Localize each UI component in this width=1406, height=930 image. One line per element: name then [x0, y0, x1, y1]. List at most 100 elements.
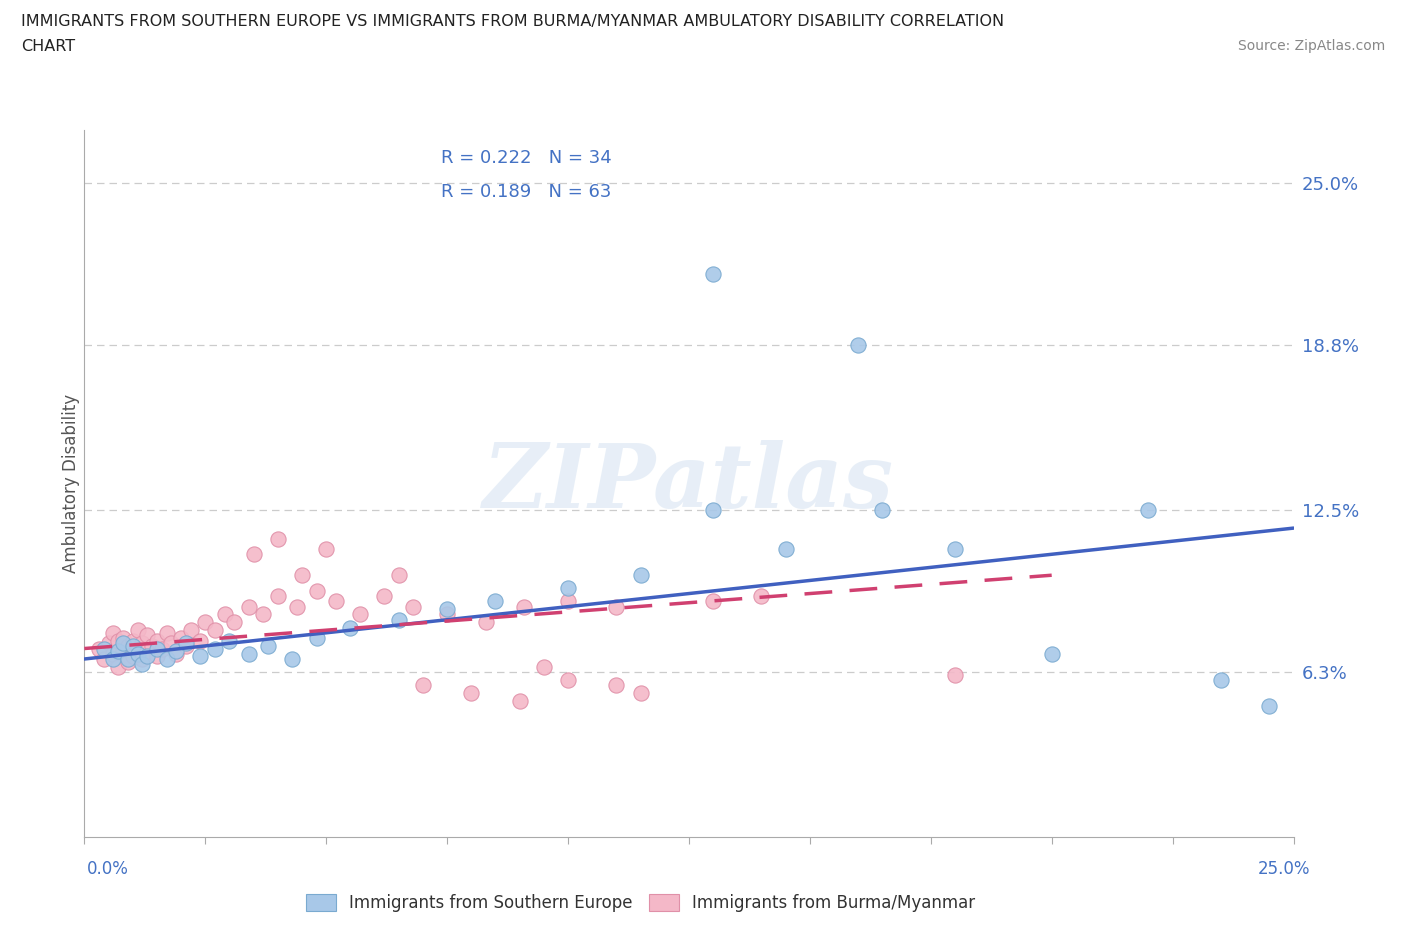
- Point: [121, 639, 143, 654]
- Point: [146, 649, 169, 664]
- Point: [136, 628, 159, 643]
- Point: [605, 599, 627, 614]
- Point: [315, 541, 337, 556]
- Point: [127, 641, 149, 656]
- Point: [557, 581, 579, 596]
- Point: [557, 672, 579, 687]
- Point: [131, 652, 153, 667]
- Text: ZIPatlas: ZIPatlas: [484, 440, 894, 527]
- Point: [702, 267, 724, 282]
- Text: Source: ZipAtlas.com: Source: ZipAtlas.com: [1237, 39, 1385, 53]
- Point: [484, 594, 506, 609]
- Point: [846, 338, 869, 352]
- Point: [155, 652, 177, 667]
- Point: [224, 615, 246, 630]
- Point: [460, 685, 482, 700]
- Point: [305, 631, 328, 645]
- Point: [412, 678, 434, 693]
- Point: [194, 615, 217, 630]
- Point: [93, 652, 115, 667]
- Point: [257, 639, 280, 654]
- Point: [305, 583, 328, 598]
- Point: [107, 633, 129, 648]
- Point: [1258, 698, 1281, 713]
- Point: [267, 531, 290, 546]
- Point: [702, 502, 724, 517]
- Point: [117, 654, 139, 669]
- Point: [751, 589, 773, 604]
- Y-axis label: Ambulatory Disability: Ambulatory Disability: [62, 394, 80, 573]
- Point: [388, 568, 411, 583]
- Point: [160, 636, 183, 651]
- Point: [238, 646, 260, 661]
- Point: [325, 594, 347, 609]
- Legend: Immigrants from Southern Europe, Immigrants from Burma/Myanmar: Immigrants from Southern Europe, Immigra…: [297, 885, 984, 921]
- Point: [436, 602, 458, 617]
- Point: [943, 541, 966, 556]
- Point: [281, 652, 304, 667]
- Text: 0.0%: 0.0%: [87, 860, 129, 878]
- Point: [87, 641, 110, 656]
- Point: [630, 685, 652, 700]
- Point: [112, 644, 135, 658]
- Text: IMMIGRANTS FROM SOUTHERN EUROPE VS IMMIGRANTS FROM BURMA/MYANMAR AMBULATORY DISA: IMMIGRANTS FROM SOUTHERN EUROPE VS IMMIG…: [21, 14, 1004, 29]
- Point: [103, 646, 125, 661]
- Point: [943, 667, 966, 682]
- Point: [180, 623, 202, 638]
- Point: [349, 607, 371, 622]
- Point: [141, 639, 163, 654]
- Point: [214, 607, 236, 622]
- Text: CHART: CHART: [21, 39, 75, 54]
- Point: [533, 659, 555, 674]
- Point: [218, 633, 240, 648]
- Point: [605, 678, 627, 693]
- Point: [1040, 646, 1063, 661]
- Point: [775, 541, 797, 556]
- Point: [136, 644, 159, 658]
- Point: [121, 633, 143, 648]
- Point: [103, 652, 125, 667]
- Point: [174, 636, 197, 651]
- Point: [190, 649, 212, 664]
- Point: [165, 646, 187, 661]
- Point: [174, 639, 197, 654]
- Point: [117, 639, 139, 654]
- Point: [131, 657, 153, 671]
- Point: [373, 589, 395, 604]
- Point: [112, 636, 135, 651]
- Point: [136, 649, 159, 664]
- Point: [117, 652, 139, 667]
- Point: [107, 644, 129, 658]
- Point: [97, 636, 120, 651]
- Point: [93, 641, 115, 656]
- Point: [267, 589, 290, 604]
- Point: [252, 607, 274, 622]
- Point: [1209, 672, 1232, 687]
- Point: [513, 599, 536, 614]
- Point: [103, 625, 125, 640]
- Point: [121, 649, 143, 664]
- Point: [127, 646, 149, 661]
- Text: 25.0%: 25.0%: [1258, 860, 1310, 878]
- Text: R = 0.189   N = 63: R = 0.189 N = 63: [441, 182, 612, 201]
- Point: [112, 631, 135, 645]
- Point: [388, 612, 411, 627]
- Point: [436, 607, 458, 622]
- Point: [204, 641, 226, 656]
- Point: [402, 599, 425, 614]
- Point: [1137, 502, 1160, 517]
- Point: [170, 631, 193, 645]
- Point: [155, 625, 177, 640]
- Point: [204, 623, 226, 638]
- Point: [291, 568, 314, 583]
- Point: [146, 633, 169, 648]
- Point: [509, 694, 531, 709]
- Point: [475, 615, 498, 630]
- Point: [630, 568, 652, 583]
- Point: [107, 659, 129, 674]
- Point: [702, 594, 724, 609]
- Point: [127, 623, 149, 638]
- Point: [165, 644, 187, 658]
- Point: [242, 547, 264, 562]
- Point: [238, 599, 260, 614]
